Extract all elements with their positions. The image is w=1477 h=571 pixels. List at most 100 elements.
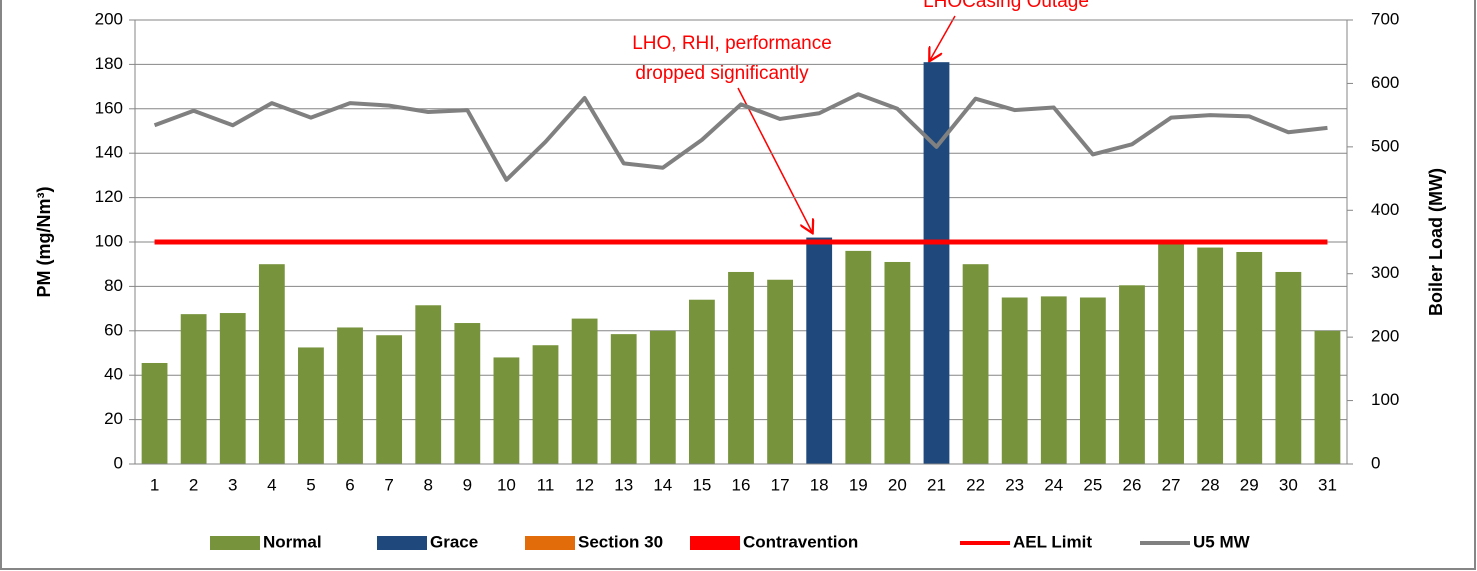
x-tick-label: 30 [1279, 475, 1298, 494]
x-tick-label: 21 [927, 475, 946, 494]
bar [689, 299, 715, 464]
annotation-arrow [737, 87, 812, 232]
bar [219, 313, 246, 464]
bar [1079, 297, 1106, 464]
bar [454, 323, 481, 464]
x-tick-label: 25 [1083, 475, 1102, 494]
x-tick-label: 22 [966, 475, 985, 494]
x-tick-label: 29 [1240, 475, 1259, 494]
x-tick-label: 10 [497, 475, 516, 494]
bar [728, 271, 754, 464]
x-tick-label: 8 [423, 475, 432, 494]
x-tick-label: 15 [692, 475, 711, 494]
y-tick-label: 160 [95, 98, 123, 117]
x-tick-label: 23 [1005, 475, 1024, 494]
y-tick-label: 20 [104, 409, 123, 428]
x-tick-label: 2 [189, 475, 198, 494]
bar [962, 264, 989, 464]
x-tick-label: 26 [1123, 475, 1142, 494]
bar [923, 62, 950, 465]
x-tick-label: 6 [345, 475, 354, 494]
y2-tick-label: 600 [1371, 73, 1399, 92]
legend-label: AEL Limit [1013, 532, 1092, 551]
bar [649, 330, 676, 464]
y-tick-label: 60 [104, 320, 123, 339]
y2-tick-label: 300 [1371, 263, 1399, 282]
legend-label: Grace [430, 532, 478, 551]
bar [532, 345, 559, 464]
x-tick-label: 17 [771, 475, 790, 494]
y2-tick-label: 0 [1371, 453, 1380, 472]
x-tick-label: 12 [575, 475, 594, 494]
y-tick-label: 40 [104, 365, 123, 384]
bar [298, 347, 324, 464]
y-tick-label: 100 [95, 231, 123, 250]
y2-tick-label: 100 [1371, 390, 1399, 409]
line [153, 92, 1328, 182]
y2-tick-label: 200 [1371, 327, 1399, 346]
bar [1275, 271, 1302, 464]
x-tick-label: 4 [267, 475, 276, 494]
y-axis-label: PM (mg/Nm³) [34, 187, 54, 298]
bar [1001, 297, 1028, 464]
bar [571, 318, 598, 464]
annotation-arrow [930, 15, 956, 60]
x-tick-label: 19 [849, 475, 868, 494]
bar [1197, 247, 1224, 464]
bar [1040, 296, 1067, 464]
y-tick-label: 140 [95, 143, 123, 162]
bar [845, 250, 872, 464]
x-tick-label: 16 [732, 475, 751, 494]
legend-label: Normal [263, 532, 322, 551]
bar [1236, 251, 1263, 464]
x-tick-label: 13 [614, 475, 633, 494]
bar [1314, 330, 1341, 464]
bar [493, 357, 520, 464]
bar [376, 335, 403, 464]
legend-swatch [690, 536, 740, 550]
y-tick-label: 200 [95, 9, 123, 28]
bar [884, 261, 911, 464]
bar [415, 305, 442, 464]
annotation: LHOCasing Outage [923, 0, 1089, 12]
x-tick-label: 9 [463, 475, 472, 494]
annotation: dropped significantly [635, 63, 809, 84]
bar [806, 237, 833, 464]
x-tick-label: 27 [1162, 475, 1181, 494]
legend-swatch [210, 536, 260, 550]
legend-swatch [377, 536, 427, 550]
x-tick-label: 14 [653, 475, 672, 494]
y2-tick-label: 700 [1371, 9, 1399, 28]
y2-tick-label: 400 [1371, 200, 1399, 219]
y-tick-label: 0 [114, 453, 123, 472]
annotation: LHO, RHI, performance [632, 33, 832, 54]
legend-swatch [525, 536, 575, 550]
bar [180, 314, 207, 464]
y2-axis-label: Boiler Load (MW) [1426, 168, 1446, 316]
legend-label: U5 MW [1193, 532, 1251, 551]
x-tick-label: 18 [810, 475, 829, 494]
y-tick-label: 180 [95, 54, 123, 73]
legend-label: Contravention [743, 532, 858, 551]
x-tick-label: 20 [888, 475, 907, 494]
x-tick-label: 24 [1044, 475, 1063, 494]
bar [1119, 285, 1145, 464]
x-tick-label: 5 [306, 475, 315, 494]
y-tick-label: 80 [104, 276, 123, 295]
bar [1158, 239, 1184, 464]
x-tick-label: 28 [1201, 475, 1220, 494]
bar [337, 327, 363, 464]
y-tick-label: 120 [95, 187, 123, 206]
bar [141, 362, 168, 464]
x-tick-label: 31 [1318, 475, 1337, 494]
x-tick-label: 3 [228, 475, 237, 494]
bar [767, 279, 793, 464]
x-tick-label: 11 [537, 475, 555, 494]
x-tick-label: 1 [150, 475, 159, 494]
y2-tick-label: 500 [1371, 136, 1399, 155]
x-tick-label: 7 [384, 475, 393, 494]
legend-label: Section 30 [578, 532, 663, 551]
bar [258, 264, 285, 464]
